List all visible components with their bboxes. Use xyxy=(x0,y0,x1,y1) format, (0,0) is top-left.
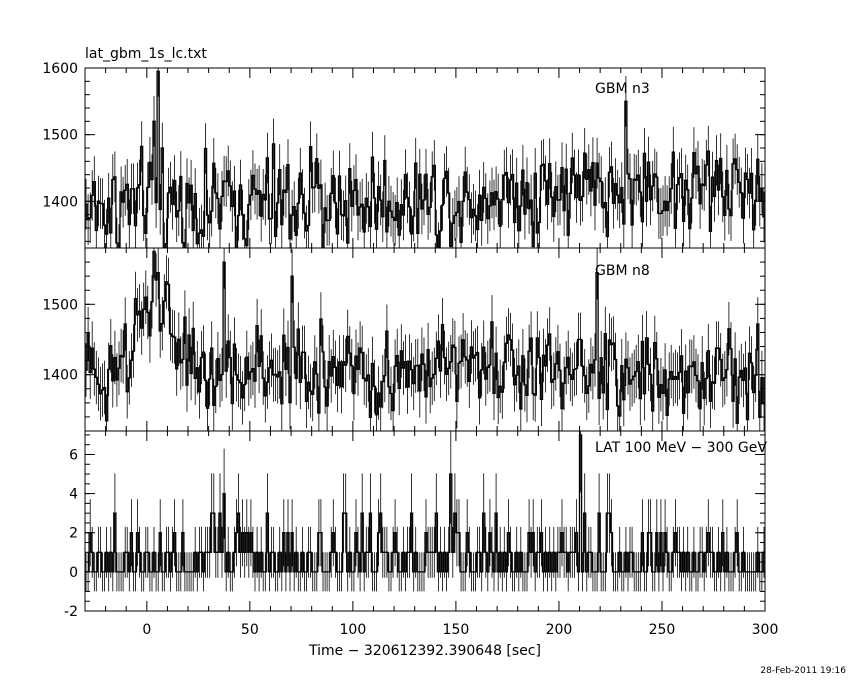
x-axis-label: Time − 320612392.390648 [sec] xyxy=(308,643,541,659)
panel-lat: -2 0 2 4 6 LAT 100 MeV − 300 GeV xyxy=(64,431,767,620)
y-tick-label: 0 xyxy=(69,565,78,581)
y-tick-label: 6 xyxy=(69,447,78,463)
panel-gbm-n3: 1400 1500 1600 GBM n3 xyxy=(42,61,766,248)
series-label: LAT 100 MeV − 300 GeV xyxy=(595,440,767,456)
x-tick-label: 150 xyxy=(443,622,470,638)
y-tick-label: 1400 xyxy=(42,368,78,384)
x-axis: 0 50 100 150 200 250 300 xyxy=(142,622,778,638)
x-tick-label: 50 xyxy=(241,622,259,638)
y-tick-label: 1500 xyxy=(42,297,78,313)
light-curve-line xyxy=(85,250,765,424)
y-tick-label: -2 xyxy=(64,604,78,620)
error-bars xyxy=(85,68,765,248)
y-tick-label: 4 xyxy=(69,487,78,503)
timestamp: 28-Feb-2011 19:16 xyxy=(760,666,846,676)
x-tick-label: 100 xyxy=(340,622,367,638)
y-tick-label: 1600 xyxy=(42,61,78,77)
light-curve-line xyxy=(85,70,765,248)
light-curve-line xyxy=(85,434,765,573)
panel-gbm-n8: 1400 1500 GBM n8 xyxy=(42,247,766,432)
y-tick-label: 1400 xyxy=(42,194,78,210)
series-label: GBM n3 xyxy=(595,81,650,97)
x-tick-label: 200 xyxy=(546,622,573,638)
series-label: GBM n8 xyxy=(595,263,650,279)
x-tick-label: 0 xyxy=(142,622,151,638)
x-tick-label: 250 xyxy=(649,622,676,638)
y-tick-label: 2 xyxy=(69,526,78,542)
y-tick-label: 1500 xyxy=(42,128,78,144)
panel-lat-frame xyxy=(84,430,766,612)
figure-title: lat_gbm_1s_lc.txt xyxy=(85,46,207,62)
x-tick-label: 300 xyxy=(752,622,779,638)
